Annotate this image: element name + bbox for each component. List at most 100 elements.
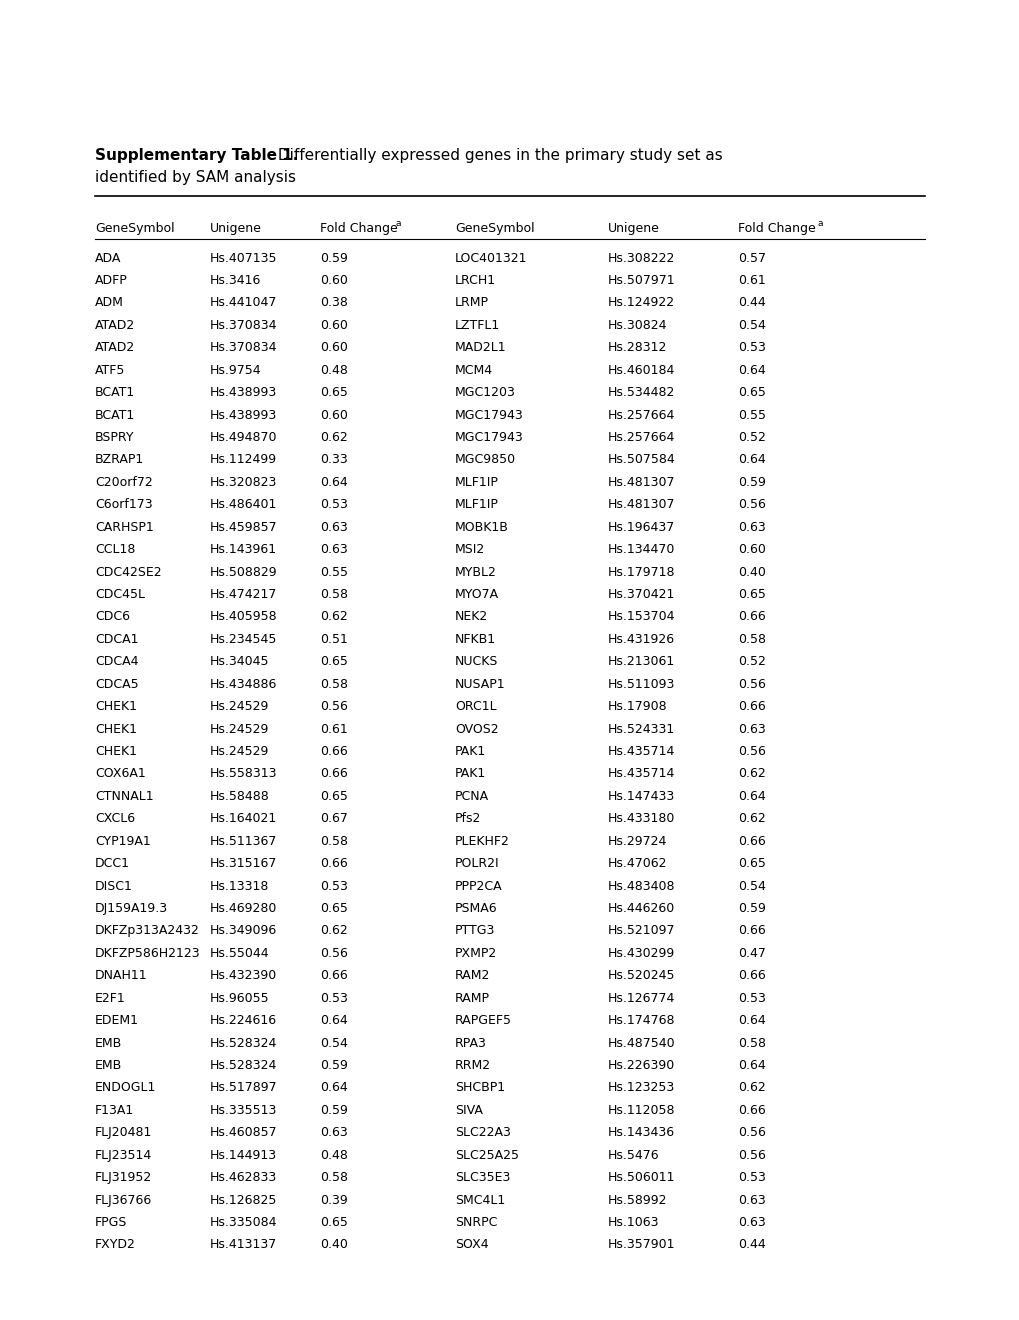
- Text: 0.48: 0.48: [320, 363, 347, 376]
- Text: 0.66: 0.66: [320, 857, 347, 870]
- Text: CCL18: CCL18: [95, 543, 136, 556]
- Text: 0.66: 0.66: [320, 969, 347, 982]
- Text: SNRPC: SNRPC: [454, 1216, 497, 1229]
- Text: Hs.213061: Hs.213061: [607, 655, 675, 668]
- Text: Hs.226390: Hs.226390: [607, 1059, 675, 1072]
- Text: 0.62: 0.62: [320, 610, 347, 623]
- Text: DCC1: DCC1: [95, 857, 129, 870]
- Text: Unigene: Unigene: [210, 222, 262, 235]
- Text: 0.38: 0.38: [320, 297, 347, 309]
- Text: Hs.459857: Hs.459857: [210, 520, 277, 533]
- Text: CYP19A1: CYP19A1: [95, 834, 151, 847]
- Text: Hs.528324: Hs.528324: [210, 1036, 277, 1049]
- Text: a: a: [394, 219, 400, 228]
- Text: 0.59: 0.59: [738, 902, 765, 915]
- Text: Hs.335084: Hs.335084: [210, 1216, 277, 1229]
- Text: Hs.413137: Hs.413137: [210, 1238, 277, 1251]
- Text: Hs.143436: Hs.143436: [607, 1126, 675, 1139]
- Text: 0.64: 0.64: [320, 1081, 347, 1094]
- Text: RRM2: RRM2: [454, 1059, 490, 1072]
- Text: 0.63: 0.63: [320, 520, 347, 533]
- Text: Hs.511093: Hs.511093: [607, 677, 675, 690]
- Text: Hs.147433: Hs.147433: [607, 789, 675, 803]
- Text: Hs.469280: Hs.469280: [210, 902, 277, 915]
- Text: Hs.24529: Hs.24529: [210, 722, 269, 735]
- Text: POLR2I: POLR2I: [454, 857, 499, 870]
- Text: 0.65: 0.65: [320, 789, 347, 803]
- Text: ORC1L: ORC1L: [454, 700, 496, 713]
- Text: Hs.112499: Hs.112499: [210, 453, 277, 466]
- Text: C6orf173: C6orf173: [95, 498, 153, 511]
- Text: Hs.357901: Hs.357901: [607, 1238, 675, 1251]
- Text: 0.65: 0.65: [738, 587, 765, 601]
- Text: 0.63: 0.63: [738, 520, 765, 533]
- Text: LZTFL1: LZTFL1: [454, 319, 499, 331]
- Text: Hs.28312: Hs.28312: [607, 342, 666, 354]
- Text: Hs.3416: Hs.3416: [210, 275, 261, 286]
- Text: 0.58: 0.58: [738, 1036, 765, 1049]
- Text: NFKB1: NFKB1: [454, 632, 495, 645]
- Text: 0.62: 0.62: [738, 1081, 765, 1094]
- Text: identified by SAM analysis: identified by SAM analysis: [95, 170, 296, 185]
- Text: 0.64: 0.64: [320, 1014, 347, 1027]
- Text: a: a: [816, 219, 821, 228]
- Text: 0.59: 0.59: [320, 1059, 347, 1072]
- Text: OVOS2: OVOS2: [454, 722, 498, 735]
- Text: EMB: EMB: [95, 1036, 122, 1049]
- Text: 0.60: 0.60: [320, 408, 347, 421]
- Text: 0.65: 0.65: [320, 385, 347, 399]
- Text: Hs.370421: Hs.370421: [607, 587, 675, 601]
- Text: GeneSymbol: GeneSymbol: [454, 222, 534, 235]
- Text: Hs.144913: Hs.144913: [210, 1148, 277, 1162]
- Text: 0.56: 0.56: [738, 744, 765, 758]
- Text: 0.62: 0.62: [320, 430, 347, 444]
- Text: ATF5: ATF5: [95, 363, 125, 376]
- Text: Hs.494870: Hs.494870: [210, 430, 277, 444]
- Text: 0.59: 0.59: [738, 475, 765, 488]
- Text: 0.56: 0.56: [320, 700, 347, 713]
- Text: CDCA4: CDCA4: [95, 655, 139, 668]
- Text: 0.62: 0.62: [320, 924, 347, 937]
- Text: Hs.315167: Hs.315167: [210, 857, 277, 870]
- Text: Hs.370834: Hs.370834: [210, 342, 277, 354]
- Text: 0.62: 0.62: [738, 767, 765, 780]
- Text: SLC25A25: SLC25A25: [454, 1148, 519, 1162]
- Text: 0.54: 0.54: [738, 319, 765, 331]
- Text: Hs.474217: Hs.474217: [210, 587, 277, 601]
- Text: BSPRY: BSPRY: [95, 430, 135, 444]
- Text: Hs.431926: Hs.431926: [607, 632, 675, 645]
- Text: SOX4: SOX4: [454, 1238, 488, 1251]
- Text: 0.66: 0.66: [738, 1104, 765, 1117]
- Text: Hs.507584: Hs.507584: [607, 453, 676, 466]
- Text: Hs.58488: Hs.58488: [210, 789, 269, 803]
- Text: FXYD2: FXYD2: [95, 1238, 136, 1251]
- Text: Hs.123253: Hs.123253: [607, 1081, 675, 1094]
- Text: CHEK1: CHEK1: [95, 700, 137, 713]
- Text: SIVA: SIVA: [454, 1104, 482, 1117]
- Text: Hs.487540: Hs.487540: [607, 1036, 675, 1049]
- Text: DISC1: DISC1: [95, 879, 132, 892]
- Text: Hs.506011: Hs.506011: [607, 1171, 675, 1184]
- Text: Hs.257664: Hs.257664: [607, 430, 675, 444]
- Text: Hs.441047: Hs.441047: [210, 297, 277, 309]
- Text: 0.64: 0.64: [738, 1059, 765, 1072]
- Text: PSMA6: PSMA6: [454, 902, 497, 915]
- Text: 0.56: 0.56: [738, 1148, 765, 1162]
- Text: 0.66: 0.66: [738, 610, 765, 623]
- Text: Unigene: Unigene: [607, 222, 659, 235]
- Text: Hs.153704: Hs.153704: [607, 610, 675, 623]
- Text: 0.66: 0.66: [738, 700, 765, 713]
- Text: Hs.481307: Hs.481307: [607, 475, 675, 488]
- Text: CHEK1: CHEK1: [95, 744, 137, 758]
- Text: Hs.34045: Hs.34045: [210, 655, 269, 668]
- Text: Hs.433180: Hs.433180: [607, 812, 675, 825]
- Text: COX6A1: COX6A1: [95, 767, 146, 780]
- Text: 0.53: 0.53: [320, 498, 347, 511]
- Text: ATAD2: ATAD2: [95, 342, 136, 354]
- Text: Hs.438993: Hs.438993: [210, 385, 277, 399]
- Text: FPGS: FPGS: [95, 1216, 127, 1229]
- Text: ADM: ADM: [95, 297, 123, 309]
- Text: Hs.524331: Hs.524331: [607, 722, 675, 735]
- Text: FLJ23514: FLJ23514: [95, 1148, 152, 1162]
- Text: Hs.126825: Hs.126825: [210, 1193, 277, 1206]
